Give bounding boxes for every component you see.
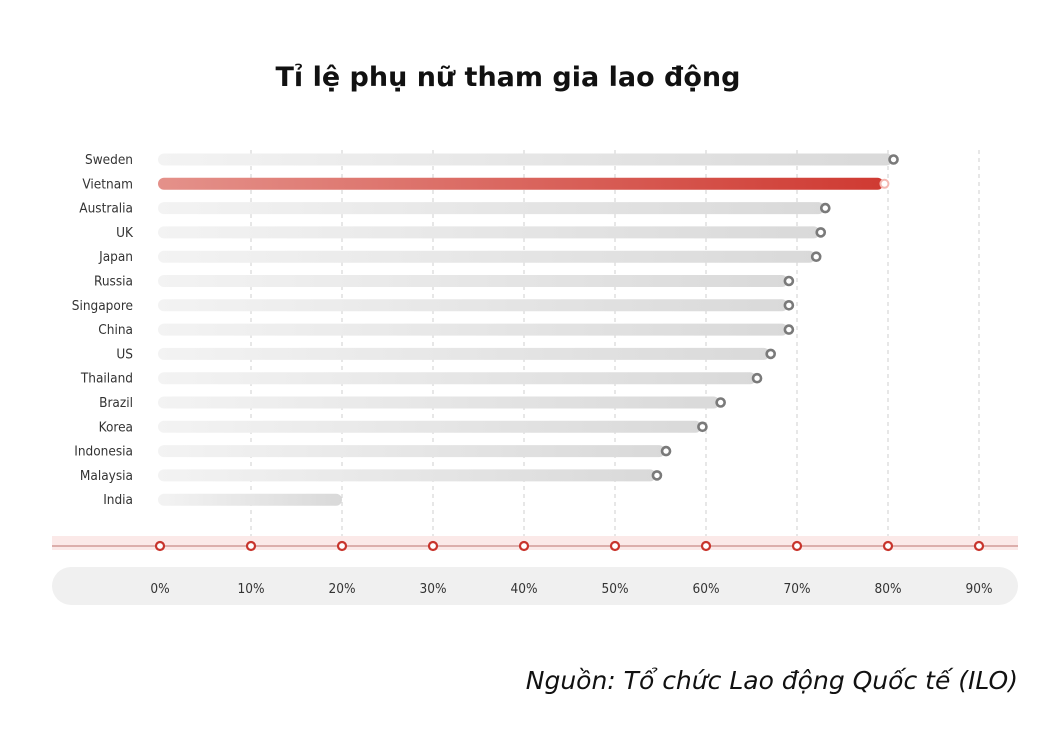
bar-thailand xyxy=(158,372,757,385)
axis-dot xyxy=(427,540,439,552)
bar-end-marker xyxy=(783,324,795,335)
x-tick-labels: 0% 10% 20% 30% 40% 50% 60% 70% 80% 90% xyxy=(150,581,992,597)
bar-china xyxy=(158,323,788,336)
category-label: Australia xyxy=(79,201,133,217)
x-tick-label: 40% xyxy=(511,581,538,597)
bar-end-marker xyxy=(751,372,763,384)
axis-dot xyxy=(154,540,166,552)
bar-end-marker xyxy=(765,348,777,360)
bar-end-marker xyxy=(783,299,795,311)
bar-end-marker xyxy=(888,154,899,165)
bar-uk xyxy=(158,226,820,239)
category-label: Singapore xyxy=(72,298,133,314)
bar-vietnam xyxy=(158,177,884,190)
bar-korea xyxy=(158,420,702,433)
axis-dot xyxy=(791,540,803,552)
bar-malaysia xyxy=(158,469,656,482)
bar-end-marker xyxy=(879,178,890,189)
axis-dot xyxy=(336,540,348,552)
bar-end-marker xyxy=(783,275,795,287)
category-label: Vietnam xyxy=(82,176,133,192)
category-labels: Sweden Vietnam Australia UK Japan Russia Singa… xyxy=(72,152,134,508)
tick-label-band xyxy=(52,567,1018,605)
bar-russia xyxy=(158,275,788,287)
gridlines xyxy=(250,150,980,548)
x-tick-label: 80% xyxy=(875,581,902,597)
bar-japan xyxy=(158,250,816,263)
x-tick-label: 90% xyxy=(966,581,993,597)
category-label: Indonesia xyxy=(74,444,133,460)
category-label: Thailand xyxy=(80,371,133,387)
category-label: Malaysia xyxy=(80,468,133,484)
x-tick-label: 60% xyxy=(693,581,720,597)
bar-end-marker xyxy=(815,227,827,238)
category-label: US xyxy=(116,346,133,362)
category-label: Korea xyxy=(99,419,133,435)
category-label: UK xyxy=(116,225,134,241)
bar-singapore xyxy=(158,299,788,312)
bar-us xyxy=(158,347,770,360)
bar-end-marker xyxy=(651,470,663,481)
axis-dot xyxy=(518,540,530,552)
chart-title: Tỉ lệ phụ nữ tham gia lao động xyxy=(275,62,741,93)
axis-band xyxy=(52,536,1018,550)
axis-dot xyxy=(609,540,621,552)
x-tick-label: 70% xyxy=(784,581,811,597)
bar-brazil xyxy=(158,396,720,409)
axis-dot xyxy=(882,540,894,552)
bars xyxy=(158,153,899,506)
category-label: Russia xyxy=(94,274,133,290)
axis-dot xyxy=(245,540,257,552)
category-label: China xyxy=(98,322,133,338)
bar-end-marker xyxy=(697,421,708,433)
category-label: Japan xyxy=(98,249,133,265)
bar-end-marker xyxy=(660,445,672,457)
x-tick-label: 10% xyxy=(238,581,265,597)
x-tick-label: 20% xyxy=(329,581,356,597)
category-label: Brazil xyxy=(99,395,133,411)
category-label: India xyxy=(103,492,133,508)
x-tick-label: 50% xyxy=(602,581,629,597)
x-tick-label: 0% xyxy=(150,581,169,597)
x-axis-band xyxy=(52,536,1018,605)
bar-end-marker xyxy=(715,397,726,408)
bar-end-marker xyxy=(819,202,831,214)
source-note: Nguồn: Tổ chức Lao động Quốc tế (ILO) xyxy=(525,666,1018,695)
axis-dot xyxy=(973,540,985,552)
bar-sweden xyxy=(158,153,893,166)
bar-end-marker xyxy=(810,251,822,263)
bar-australia xyxy=(158,202,825,215)
bar-indonesia xyxy=(158,445,666,458)
x-tick-label: 30% xyxy=(420,581,447,597)
axis-dot xyxy=(700,540,712,552)
category-label: Sweden xyxy=(85,152,133,168)
bar-india xyxy=(158,493,342,506)
